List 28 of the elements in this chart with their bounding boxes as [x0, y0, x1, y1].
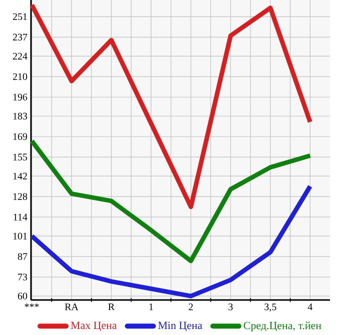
y-tick-label: 237	[12, 34, 28, 40]
y-tick-label: 196	[13, 94, 28, 100]
y-tick-label: 128	[13, 193, 28, 200]
legend-label: Max Цена	[70, 322, 117, 332]
x-tick-label: 1	[149, 304, 153, 310]
x-tick-label: 4	[308, 304, 312, 310]
y-tick-label: 183	[13, 112, 28, 120]
y-tick-label: 224	[12, 52, 28, 60]
x-tick-label: 3,5	[264, 304, 276, 312]
x-tick-label: RA	[64, 304, 78, 310]
y-tick-label: 155	[13, 154, 28, 160]
x-tick-label: ***	[24, 304, 39, 308]
x-tick-label: 3	[228, 304, 233, 310]
y-tick-label: 60	[18, 292, 28, 300]
legend-label: Min Цена	[158, 322, 202, 332]
y-tick-label: 101	[13, 232, 27, 240]
y-tick-label: 114	[14, 214, 28, 220]
legend-label: Сред.Цена, т.йен	[244, 322, 322, 332]
x-tick-label: R	[108, 304, 115, 310]
y-tick-label: 210	[12, 73, 28, 80]
y-tick-label: 169	[13, 133, 28, 140]
x-tick-label: 2	[188, 304, 193, 310]
line-series	[30, 184, 312, 298]
y-tick-label: 142	[13, 172, 27, 180]
line-series	[30, 138, 312, 264]
y-tick-label: 251	[12, 13, 27, 20]
y-tick-label: 73	[18, 274, 28, 280]
y-tick-label: 87	[18, 253, 28, 260]
